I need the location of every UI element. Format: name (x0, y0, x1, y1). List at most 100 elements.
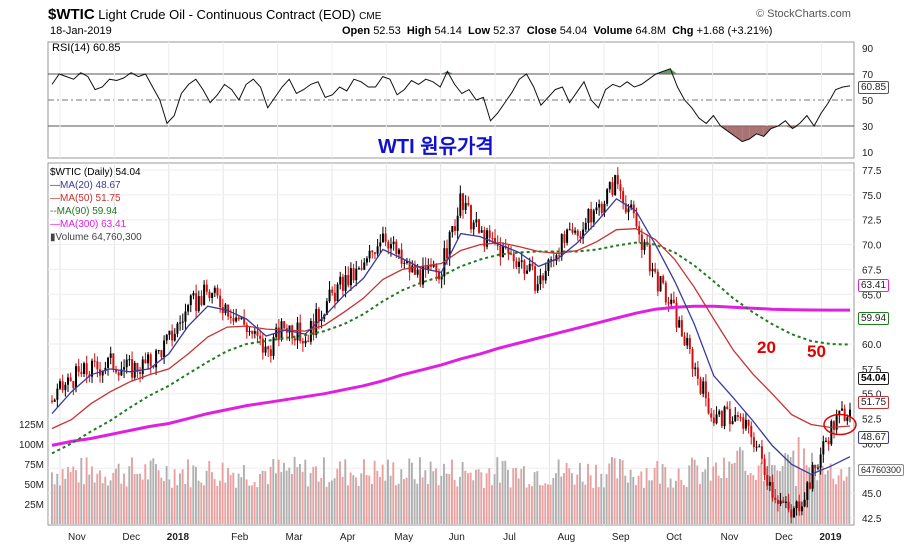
rsi-tick-90: 90 (862, 44, 874, 55)
candle-body (152, 365, 155, 368)
candle-body (635, 213, 638, 227)
candle-body (672, 299, 675, 303)
volume-bar (381, 464, 384, 524)
volume-bar (651, 480, 653, 524)
volume-bar (779, 471, 781, 524)
low-value: 52.37 (493, 25, 521, 37)
volume-bar (533, 472, 536, 524)
candle-body (715, 414, 718, 424)
ma300-line (51, 304, 850, 447)
rsi-os-fill (742, 126, 750, 142)
volume-bar (512, 468, 515, 524)
volume-bar (296, 467, 299, 524)
candle-body (614, 175, 617, 195)
candle-body (475, 219, 478, 223)
volume-bar (448, 473, 451, 524)
candle-body (397, 249, 400, 254)
candle-body (389, 244, 392, 249)
volume-bar (360, 473, 363, 524)
volume-bar (821, 465, 824, 524)
candle-body (798, 501, 801, 512)
volume-bar (848, 466, 851, 524)
candle-body (189, 295, 192, 306)
volume-bar (669, 478, 672, 524)
candle-body (141, 359, 144, 374)
volume-bar (491, 485, 493, 524)
candle-body (435, 264, 438, 273)
volume-bar (832, 478, 835, 524)
candle-body (502, 246, 505, 258)
candle-body (579, 235, 582, 239)
volume-bar (485, 473, 488, 524)
annotation-title: WTI 원유가격 (378, 136, 494, 158)
volume-bar (285, 470, 288, 524)
volume-bar (600, 473, 603, 524)
volume-bar (69, 472, 72, 524)
candle-body (755, 446, 758, 448)
candle-body (643, 241, 646, 250)
ohlc-readout: Open 52.53 High 54.14 Low 52.37 Close 54… (342, 25, 773, 37)
volume-bar (541, 485, 544, 524)
legend-price: $WTIC (Daily) 54.04 (50, 167, 141, 178)
volume-bar (480, 472, 483, 524)
candle-body (840, 408, 843, 411)
candle-body (115, 369, 118, 373)
price-tick-67.5: 67.5 (862, 265, 882, 276)
candle-body (520, 260, 523, 262)
candle-body (702, 381, 705, 394)
volume-bar (403, 479, 405, 524)
volume-bar (536, 471, 539, 524)
volume-bar (477, 469, 480, 524)
volume-bar (712, 466, 715, 524)
volume-bar (483, 487, 485, 524)
x-tick-Apr: Apr (340, 532, 356, 543)
candle-body (779, 500, 782, 504)
candle-body (144, 359, 147, 364)
volume-bar (243, 465, 245, 524)
volume-bar (709, 480, 712, 524)
candle-body (728, 408, 731, 425)
candle-body (571, 229, 574, 233)
volume-bar (605, 474, 608, 524)
volume-bar (325, 486, 328, 524)
candle-body (662, 276, 665, 283)
volume-bar (67, 466, 69, 524)
candle-body (168, 330, 171, 335)
volume-bar (736, 450, 739, 524)
volume-bar (803, 448, 805, 524)
candle-body (56, 388, 59, 400)
legend-ma20: —MA(20) 48.67 (50, 180, 121, 191)
candle-body (563, 234, 566, 243)
candle-body (550, 259, 553, 261)
candle-body (211, 292, 214, 298)
volume-bar (728, 461, 731, 524)
candle-body (518, 261, 521, 267)
candle-body (675, 302, 678, 328)
volume-bar (464, 470, 467, 524)
volume-bar (693, 459, 696, 524)
candle-body (774, 497, 777, 500)
candle-body (403, 262, 406, 264)
volume-bar (739, 447, 741, 524)
candle-body (723, 406, 726, 427)
rsi-line (51, 68, 851, 143)
volume-bar (99, 470, 101, 524)
volume-bar (752, 475, 755, 524)
volume-bar (261, 470, 264, 524)
candle-body (784, 501, 787, 503)
volume-bar (437, 485, 440, 524)
x-tick-Oct: Oct (666, 532, 682, 543)
volume-bar (611, 457, 613, 524)
candle-body (381, 233, 384, 243)
candle-body (654, 268, 657, 272)
volume-bar (427, 484, 429, 524)
candle-body (387, 241, 390, 249)
candle-body (707, 398, 710, 414)
candle-body (51, 400, 53, 402)
candle-body (683, 336, 686, 346)
volume-bar (517, 478, 520, 524)
volume-bar (643, 487, 645, 524)
candle-body (747, 419, 750, 426)
candle-body (472, 222, 475, 230)
volume-bar (472, 480, 475, 524)
